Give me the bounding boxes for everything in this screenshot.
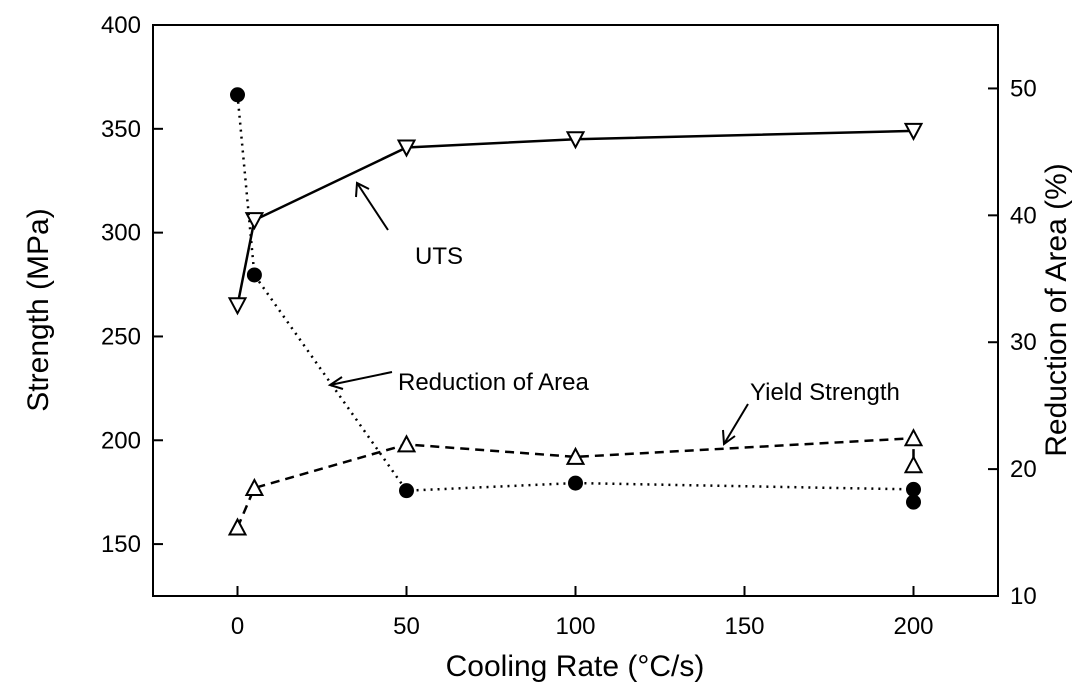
- marker: [246, 267, 262, 283]
- x-tick-label: 100: [555, 613, 595, 640]
- marker: [906, 481, 921, 497]
- y2-tick-label: 30: [1010, 329, 1037, 356]
- marker: [227, 297, 248, 316]
- y-tick-label: 400: [101, 12, 141, 39]
- marker: [565, 446, 586, 465]
- y-axis-label: Strength (MPa): [22, 208, 55, 411]
- x-tick-label: 150: [724, 613, 764, 640]
- series-label: Reduction of Area: [398, 369, 589, 396]
- series-line: [236, 94, 915, 503]
- y2-tick-label: 40: [1010, 202, 1037, 229]
- marker: [244, 477, 265, 497]
- y-tick-label: 150: [101, 531, 141, 558]
- series-label: Yield Strength: [750, 379, 900, 406]
- y2-axis-label: Reduction of Area (%): [1040, 163, 1073, 456]
- marker: [903, 122, 924, 142]
- series-line: [236, 129, 914, 306]
- marker: [399, 483, 414, 499]
- y2-tick-label: 10: [1010, 583, 1037, 610]
- y2-tick-label: 20: [1010, 456, 1037, 483]
- y-tick-label: 350: [101, 116, 141, 143]
- marker: [396, 434, 417, 453]
- annotation-arrows: [327, 181, 749, 446]
- marker: [568, 475, 583, 491]
- y-tick-label: 200: [101, 427, 141, 454]
- series-label: UTS: [415, 243, 463, 270]
- y-tick-label: 250: [101, 323, 141, 350]
- y2-tick-label: 50: [1010, 75, 1037, 102]
- marker: [565, 131, 586, 150]
- x-tick-label: 0: [231, 613, 244, 640]
- marker: [906, 494, 921, 510]
- y-tick-label: 300: [101, 220, 141, 247]
- x-axis-label: Cooling Rate (°C/s): [446, 650, 705, 683]
- marker: [230, 87, 245, 103]
- x-tick-label: 50: [393, 613, 420, 640]
- marker: [903, 455, 924, 474]
- marker: [903, 428, 924, 447]
- marker: [396, 139, 417, 158]
- marker: [227, 517, 248, 536]
- x-tick-label: 200: [893, 613, 933, 640]
